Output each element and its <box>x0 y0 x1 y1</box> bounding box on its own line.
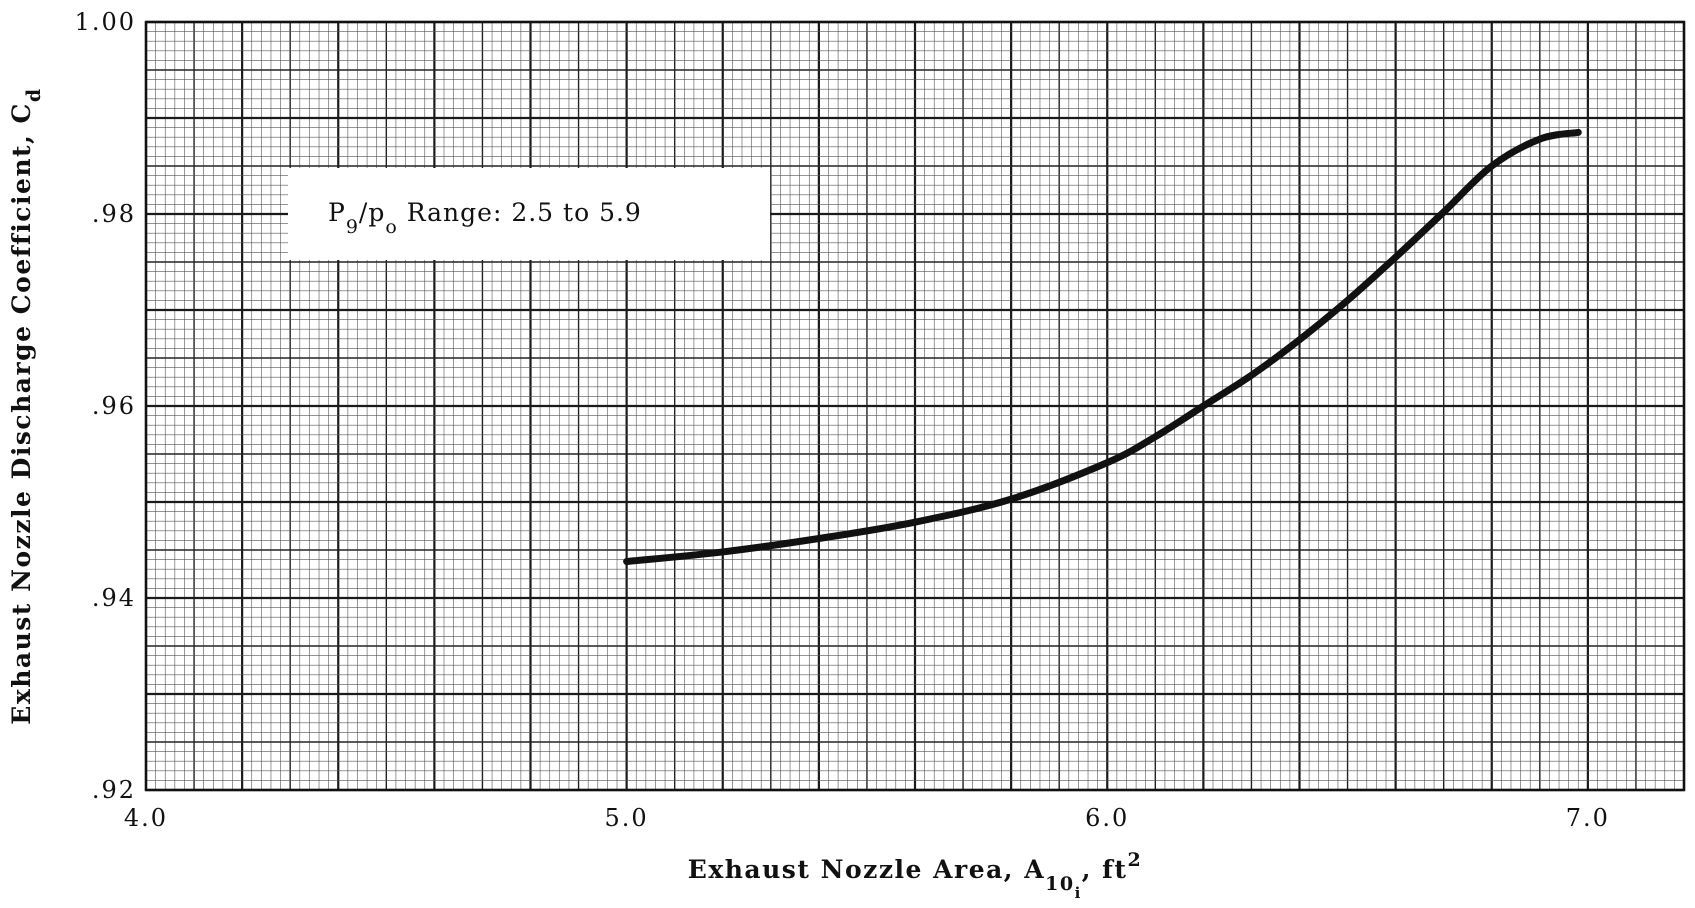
y-tick-label: .96 <box>92 392 136 420</box>
plot-border <box>144 20 1686 792</box>
x-tick-label: 6.0 <box>1085 804 1129 832</box>
y-tick-label: .92 <box>92 776 136 804</box>
x-tick-label: 4.0 <box>124 804 168 832</box>
series-line <box>623 128 1582 566</box>
y-tick-label: 1.00 <box>75 8 136 36</box>
x-tick-label: 7.0 <box>1566 804 1610 832</box>
x-axis-title: Exhaust Nozzle Area, A10i, ft2 <box>688 849 1142 902</box>
annotation-box: P9/po Range: 2.5 to 5.9 <box>288 168 770 260</box>
grid <box>144 20 1686 792</box>
y-tick-label: .94 <box>92 584 136 612</box>
annotation-text: P9/po Range: 2.5 to 5.9 <box>328 198 642 238</box>
tick-labels: 4.0 5.0 6.0 7.0 .92 .94 .96 .98 1.00 <box>75 8 1610 832</box>
x-tick-label: 5.0 <box>605 804 649 832</box>
y-tick-label: .98 <box>92 200 136 228</box>
y-axis-title: Exhaust Nozzle Discharge Coefficient, Cd <box>7 87 45 724</box>
